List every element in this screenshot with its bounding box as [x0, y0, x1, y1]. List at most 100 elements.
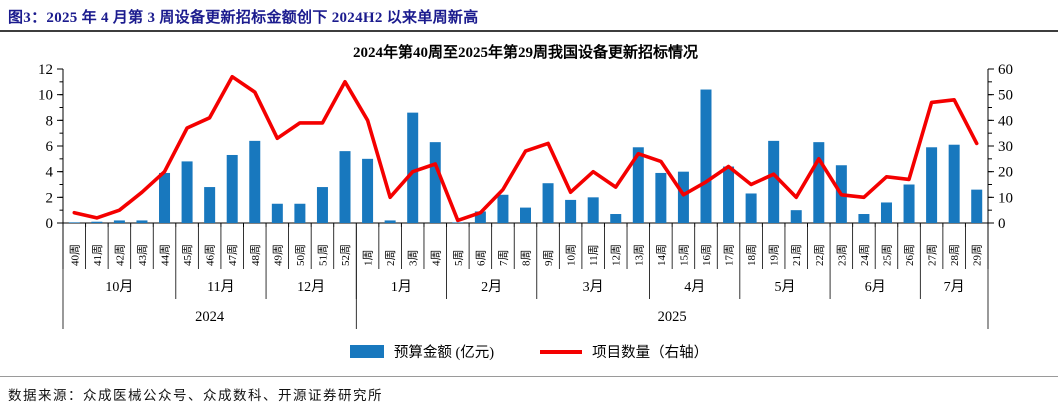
- budget-bar: [813, 142, 825, 223]
- left-axis-label: 0: [46, 216, 54, 232]
- week-label: 14周: [655, 244, 668, 266]
- budget-bar: [474, 211, 486, 223]
- week-label: 18周: [745, 244, 758, 266]
- budget-bar: [745, 193, 757, 223]
- chart-svg: 2024年第40周至2025年第29周我国设备更新招标情况 0 2 4 6 8 10 12 0 1…: [38, 43, 1013, 329]
- budget-bar: [91, 221, 103, 223]
- week-label: 5周: [452, 250, 465, 267]
- month-label: 10月: [105, 279, 133, 295]
- week-label: 28周: [948, 244, 961, 266]
- week-label: 41周: [91, 244, 104, 266]
- budget-bar: [68, 222, 80, 223]
- budget-bar: [226, 154, 238, 223]
- budget-bar: [768, 140, 780, 223]
- right-axis-label: 0: [998, 216, 1006, 232]
- right-axis-label: 10: [998, 190, 1013, 206]
- budget-bar: [113, 220, 125, 223]
- budget-bar: [136, 220, 148, 223]
- week-label: 17周: [723, 244, 736, 266]
- legend-item-budget: 预算金额 (亿元): [349, 341, 495, 362]
- budget-bar: [249, 140, 261, 223]
- right-axis-label: 50: [998, 88, 1013, 104]
- week-label: 26周: [903, 244, 916, 266]
- week-label: 47周: [226, 244, 239, 266]
- budget-bar: [542, 183, 554, 223]
- week-label: 44周: [159, 244, 172, 266]
- week-label: 45周: [181, 244, 194, 266]
- budget-bar: [429, 142, 441, 223]
- budget-bar: [587, 197, 599, 223]
- budget-bar: [926, 147, 938, 223]
- budget-bar: [407, 112, 419, 223]
- month-label: 11月: [207, 279, 234, 295]
- budget-bar: [858, 214, 870, 223]
- budget-bar: [790, 210, 802, 223]
- budget-bar: [880, 202, 892, 223]
- budget-bar-swatch: [349, 345, 384, 358]
- week-label: 22周: [813, 244, 826, 266]
- week-label: 2周: [384, 250, 397, 267]
- budget-bar: [723, 166, 735, 223]
- week-label: 15周: [677, 244, 690, 266]
- budget-bar: [700, 89, 712, 224]
- left-axis-label: 4: [46, 165, 54, 181]
- budget-bar: [384, 220, 396, 223]
- week-label: 25周: [880, 244, 893, 266]
- year-label: 2024: [195, 309, 225, 325]
- budget-bar: [452, 222, 464, 223]
- week-label: 1周: [362, 250, 375, 267]
- week-label: 7周: [497, 250, 510, 267]
- month-label: 5月: [774, 279, 795, 295]
- right-axis-label: 60: [998, 62, 1013, 78]
- source-note: 数据来源：众成医械公众号、众成数科、开源证券研究所: [8, 388, 383, 403]
- week-label: 23周: [835, 244, 848, 266]
- week-label: 10周: [565, 244, 578, 266]
- week-label: 16周: [700, 244, 713, 266]
- month-label: 7月: [944, 279, 965, 295]
- week-label: 4周: [429, 250, 442, 267]
- budget-bar: [294, 203, 306, 223]
- budget-bar: [339, 151, 351, 223]
- week-label: 9周: [542, 250, 555, 267]
- week-label: 46周: [204, 244, 217, 266]
- month-label: 6月: [865, 279, 886, 295]
- budget-bar: [271, 203, 283, 223]
- right-axis-label: 30: [998, 139, 1013, 155]
- budget-bar: [316, 187, 328, 223]
- budget-bar: [204, 187, 216, 223]
- left-axis-label: 2: [46, 190, 54, 206]
- figure-title: 图3：2025 年 4 月第 3 周设备更新招标金额创下 2024H2 以来单周…: [8, 10, 479, 26]
- left-axis-label: 12: [38, 62, 53, 78]
- legend-item-projects: 项目数量（右轴）: [540, 341, 708, 362]
- legend-label-budget: 预算金额 (亿元): [393, 345, 495, 361]
- week-label: 27周: [926, 244, 939, 266]
- week-label: 48周: [249, 244, 262, 266]
- title-divider: [0, 30, 1058, 32]
- week-label: 49周: [271, 244, 284, 266]
- left-axis-label: 10: [38, 88, 53, 104]
- week-label: 3周: [407, 250, 420, 267]
- budget-bar: [610, 214, 622, 223]
- month-label: 12月: [297, 279, 325, 295]
- month-label: 1月: [391, 279, 412, 295]
- projects-line-swatch: [540, 349, 583, 354]
- month-label: 4月: [684, 279, 705, 295]
- month-label: 3月: [583, 279, 604, 295]
- chart-legend: 预算金额 (亿元) 项目数量（右轴）: [0, 341, 1058, 362]
- week-label: 8周: [520, 250, 533, 267]
- week-label: 19周: [768, 244, 781, 266]
- budget-bar: [677, 171, 689, 223]
- right-axis-label: 20: [998, 165, 1013, 181]
- year-label: 2025: [658, 309, 687, 325]
- budget-bar: [632, 147, 644, 223]
- legend-label-projects: 项目数量（右轴）: [592, 345, 709, 361]
- week-label: 13周: [632, 244, 645, 266]
- budget-bar: [565, 199, 577, 223]
- chart-title: 2024年第40周至2025年第29周我国设备更新招标情况: [353, 43, 698, 61]
- week-label: 50周: [294, 244, 307, 266]
- budget-bar: [497, 194, 509, 223]
- budget-bar: [362, 158, 374, 223]
- budget-bar: [181, 161, 193, 223]
- week-label: 42周: [113, 244, 126, 266]
- week-label: 43周: [136, 244, 149, 266]
